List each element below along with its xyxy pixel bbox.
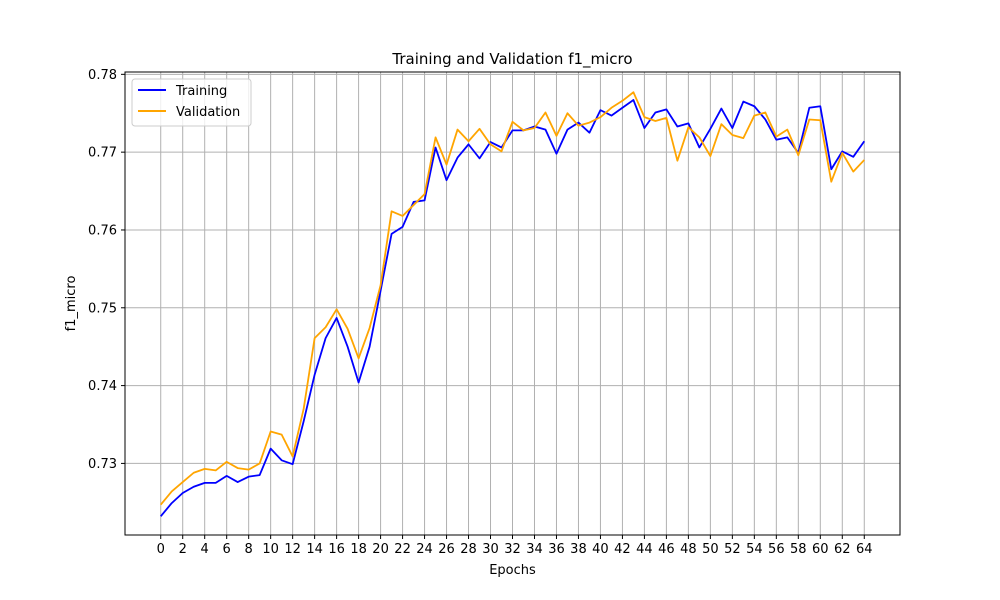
x-tick-label: 40 bbox=[592, 542, 609, 557]
x-tick-label: 54 bbox=[746, 542, 763, 557]
x-tick-label: 58 bbox=[790, 542, 807, 557]
x-tick-label: 32 bbox=[504, 542, 521, 557]
x-tick-label: 22 bbox=[394, 542, 411, 557]
x-axis-label: Epochs bbox=[489, 563, 536, 578]
x-tick-label: 0 bbox=[157, 542, 165, 557]
legend-label-validation: Validation bbox=[176, 105, 240, 120]
x-tick-label: 8 bbox=[245, 542, 253, 557]
x-tick-label: 34 bbox=[526, 542, 543, 557]
x-tick-label: 18 bbox=[350, 542, 367, 557]
legend: Training Validation bbox=[131, 78, 252, 127]
x-tick-label: 52 bbox=[724, 542, 741, 557]
x-tick-label: 4 bbox=[201, 542, 209, 557]
y-tick-label: 0.78 bbox=[88, 68, 117, 83]
x-tick-label: 30 bbox=[482, 542, 499, 557]
x-tick-label: 16 bbox=[328, 542, 345, 557]
x-tick-label: 48 bbox=[680, 542, 697, 557]
x-tick-label: 64 bbox=[856, 542, 873, 557]
x-tick-label: 24 bbox=[416, 542, 433, 557]
y-tick-label: 0.75 bbox=[88, 301, 117, 316]
y-tick-label: 0.73 bbox=[88, 457, 117, 472]
y-axis-label: f1_micro bbox=[64, 276, 79, 332]
x-tick-label: 46 bbox=[658, 542, 675, 557]
x-tick-label: 6 bbox=[223, 542, 231, 557]
y-tick-label: 0.74 bbox=[88, 379, 117, 394]
series-line-validation bbox=[160, 91, 865, 506]
x-tick-label: 12 bbox=[284, 542, 301, 557]
x-tick-label: 36 bbox=[548, 542, 565, 557]
x-tick-label: 20 bbox=[372, 542, 389, 557]
x-tick-label: 26 bbox=[438, 542, 455, 557]
x-tick-label: 2 bbox=[179, 542, 187, 557]
x-tick-label: 56 bbox=[768, 542, 785, 557]
x-tick-label: 42 bbox=[614, 542, 631, 557]
x-tick-label: 38 bbox=[570, 542, 587, 557]
y-tick-label: 0.76 bbox=[88, 223, 117, 238]
grid bbox=[125, 72, 900, 535]
x-tick-label: 60 bbox=[812, 542, 829, 557]
x-tick-label: 14 bbox=[306, 542, 323, 557]
series-layer bbox=[160, 91, 866, 517]
x-axis-ticks: 0 2 4 6 8 10 12 14 16 18 20 22 24 26 28 30 32 34 36 38 40 42 4… bbox=[157, 535, 873, 557]
series-line-training bbox=[160, 99, 866, 517]
chart-title: Training and Validation f1_micro bbox=[391, 50, 632, 69]
x-tick-label: 28 bbox=[460, 542, 477, 557]
x-tick-label: 62 bbox=[834, 542, 851, 557]
y-axis-ticks: 0.73 0.74 0.75 0.76 0.77 0.78 bbox=[88, 68, 125, 472]
x-tick-label: 50 bbox=[702, 542, 719, 557]
x-tick-label: 10 bbox=[262, 542, 279, 557]
x-tick-label: 44 bbox=[636, 542, 653, 557]
legend-label-training: Training bbox=[175, 84, 227, 99]
y-tick-label: 0.77 bbox=[88, 146, 117, 161]
